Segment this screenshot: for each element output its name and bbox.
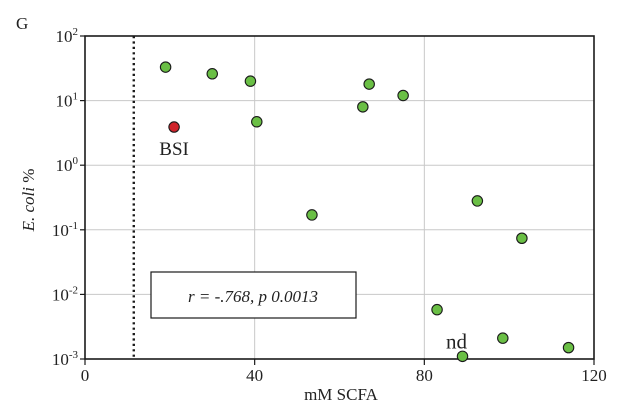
stat-box-text: r = -.768, p 0.0013 (188, 287, 318, 306)
y-tick-label: 100 (56, 155, 79, 175)
data-point (562, 341, 575, 354)
x-axis-label: mM SCFA (304, 385, 379, 404)
annotations: BSI nd (159, 139, 467, 353)
data-point (357, 101, 369, 113)
data-point (306, 209, 318, 221)
y-tick-base: 10 (56, 156, 73, 175)
y-tick-base: 10 (56, 92, 73, 111)
y-tick-base: 10 (56, 27, 73, 46)
y-tick-base: 10 (52, 285, 69, 304)
data-point (471, 195, 484, 207)
data-point (456, 350, 469, 363)
data-point (244, 75, 257, 87)
x-tick-labels: 0 40 80 120 (81, 366, 607, 385)
y-tick-label: 102 (56, 26, 79, 46)
data-point (397, 89, 409, 102)
y-tick-base: 10 (52, 350, 69, 369)
x-tick-label: 120 (581, 366, 607, 385)
y-tick-exponent: -2 (69, 284, 78, 296)
data-point (251, 116, 263, 128)
data-points (159, 61, 575, 363)
data-point (159, 61, 172, 73)
data-point (497, 332, 509, 344)
x-tick-label: 40 (246, 366, 263, 385)
data-point (168, 121, 180, 133)
y-axis-label: E. coli % (19, 169, 38, 233)
y-axis-label-unit: % (19, 169, 38, 187)
data-point (431, 303, 443, 316)
data-point (363, 78, 375, 90)
plot-frame (84, 35, 595, 360)
data-point (206, 68, 219, 80)
y-tick-exponent: 2 (73, 26, 79, 38)
panel-label: G (16, 14, 28, 33)
x-tick-label: 0 (81, 366, 90, 385)
annotation-nd: nd (446, 329, 468, 353)
y-axis-label-organism: E. coli (19, 187, 38, 233)
y-tick-label: 10-1 (52, 220, 78, 240)
data-point (516, 232, 528, 244)
stat-box-frame (150, 271, 357, 319)
x-tick-label: 80 (416, 366, 433, 385)
y-tick-base: 10 (52, 221, 69, 240)
y-tick-exponent: -3 (69, 349, 79, 361)
y-tick-exponent: 1 (73, 91, 79, 103)
y-tick-label: 10-3 (52, 349, 79, 369)
annotation-bsi: BSI (159, 139, 189, 160)
stat-box: r = -.768, p 0.0013 (150, 271, 357, 319)
y-tick-exponent: -1 (69, 220, 78, 232)
y-tick-label: 10-2 (52, 284, 78, 304)
y-tick-exponent: 0 (73, 155, 79, 167)
y-tick-label: 101 (56, 91, 79, 111)
axis-ticks (80, 35, 595, 365)
